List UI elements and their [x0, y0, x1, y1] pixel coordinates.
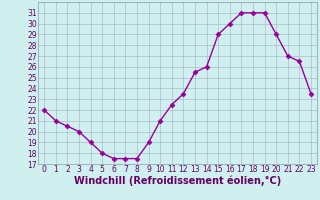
X-axis label: Windchill (Refroidissement éolien,°C): Windchill (Refroidissement éolien,°C): [74, 176, 281, 186]
